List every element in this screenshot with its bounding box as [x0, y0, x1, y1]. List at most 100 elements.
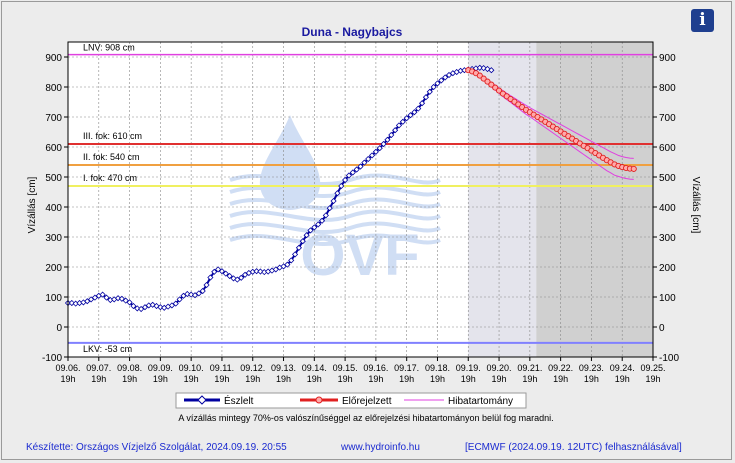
x-tick-hour: 19h [245, 374, 260, 384]
observed-point [272, 266, 279, 273]
y-axis-label-left: Vízállás [cm] [27, 176, 38, 233]
observed-point [399, 118, 406, 125]
observed-point [211, 268, 218, 275]
y-tick-label-right: 800 [659, 83, 676, 94]
observed-point [426, 88, 433, 95]
y-tick-label-right: 300 [659, 233, 676, 244]
x-tick-date: 09.10. [179, 363, 204, 373]
x-tick-hour: 19h [645, 374, 660, 384]
observed-point [188, 291, 195, 298]
y-tick-label-left: 300 [45, 233, 62, 244]
x-tick-date: 09.08. [117, 363, 142, 373]
observed-point [168, 302, 175, 309]
x-tick-hour: 19h [307, 374, 322, 384]
x-tick-date: 09.07. [86, 363, 111, 373]
x-tick-hour: 19h [492, 374, 507, 384]
observed-point [322, 212, 329, 219]
x-tick-date: 09.20. [487, 363, 512, 373]
x-tick-hour: 19h [60, 374, 75, 384]
observed-point [361, 159, 368, 166]
plot-border [67, 41, 654, 358]
observed-point [303, 232, 310, 239]
observed-point [253, 268, 260, 275]
observed-point [388, 131, 395, 139]
observed-point [207, 274, 214, 281]
observed-point [422, 94, 429, 101]
x-tick-date: 09.21. [517, 363, 542, 373]
observed-point [407, 112, 414, 119]
y-tick-label-right: -100 [659, 353, 679, 364]
forecast-point [476, 72, 483, 79]
observed-point [484, 65, 491, 73]
observed-point [330, 197, 337, 205]
observed-series [64, 64, 495, 313]
observed-point [299, 238, 306, 245]
observed-point [403, 115, 410, 122]
observed-point [488, 67, 495, 74]
y-tick-label-right: 600 [659, 143, 676, 154]
y-axis-ticks: -100 -100 0 0 100 100 200 200 300 300 400 400 500 500… [42, 53, 679, 364]
observed-point [365, 155, 372, 163]
forecast-point [480, 75, 487, 82]
observed-point [307, 227, 314, 234]
observed-point [311, 224, 318, 231]
x-tick-hour: 19h [91, 374, 106, 384]
observed-point [118, 295, 125, 302]
legend: Észlelt Előrejelzett Hibatartomány [175, 392, 527, 409]
observed-point [357, 163, 364, 170]
x-tick-hour: 19h [214, 374, 229, 384]
x-tick-date: 09.17. [394, 363, 419, 373]
x-tick-date: 09.24. [610, 363, 635, 373]
x-tick-hour: 19h [615, 374, 630, 384]
observed-point [345, 172, 353, 179]
observed-point [372, 148, 379, 155]
y-tick-label-left: 600 [45, 143, 62, 154]
observed-point [88, 296, 95, 303]
observed-point [376, 145, 383, 152]
observed-point [153, 302, 160, 310]
footer-website[interactable]: www.hydroinfo.hu [340, 442, 420, 453]
x-tick-hour: 19h [368, 374, 383, 384]
legend-error-band-label: Hibatartomány [448, 396, 513, 407]
x-tick-hour: 19h [522, 374, 537, 384]
observed-point [315, 221, 322, 228]
x-tick-hour: 19h [399, 374, 414, 384]
x-tick-date: 09.11. [210, 363, 234, 373]
x-tick-hour: 19h [276, 374, 291, 384]
observed-point [241, 271, 249, 278]
level-label-3: I. fok: 470 cm [83, 173, 137, 183]
info-icon[interactable]: i [691, 9, 714, 32]
observed-point [438, 77, 445, 84]
y-tick-label-left: -100 [42, 353, 62, 364]
watermark-wave [229, 233, 441, 246]
legend-forecast-marker [315, 396, 323, 404]
legend-observed-marker [197, 395, 207, 405]
shade-far-forecast [536, 42, 653, 357]
observed-point [157, 304, 164, 311]
observed-point [203, 281, 210, 289]
observed-point [353, 166, 360, 173]
legend-forecast-label: Előrejelzett [342, 396, 392, 407]
observed-point [326, 205, 333, 212]
observed-point [434, 80, 441, 87]
x-tick-date: 09.06. [55, 363, 80, 373]
level-label-4: LKV: -53 cm [83, 344, 132, 354]
observed-point [295, 244, 302, 251]
y-tick-label-left: 100 [45, 293, 62, 304]
forecast-point [630, 165, 637, 172]
x-tick-date: 09.23. [579, 363, 604, 373]
observed-point [349, 169, 356, 176]
observed-point [184, 290, 191, 298]
x-tick-hour: 19h [461, 374, 476, 384]
observed-point [215, 266, 222, 273]
observed-point [103, 294, 110, 301]
x-tick-date: 09.15. [333, 363, 358, 373]
y-tick-label-left: 800 [45, 83, 62, 94]
observed-point [180, 292, 187, 299]
level-label-2: II. fok: 540 cm [83, 152, 140, 162]
observed-point [176, 296, 183, 303]
observed-point [338, 182, 345, 190]
forecast-point [484, 78, 491, 85]
observed-point [288, 257, 295, 264]
x-tick-hour: 19h [184, 374, 199, 384]
